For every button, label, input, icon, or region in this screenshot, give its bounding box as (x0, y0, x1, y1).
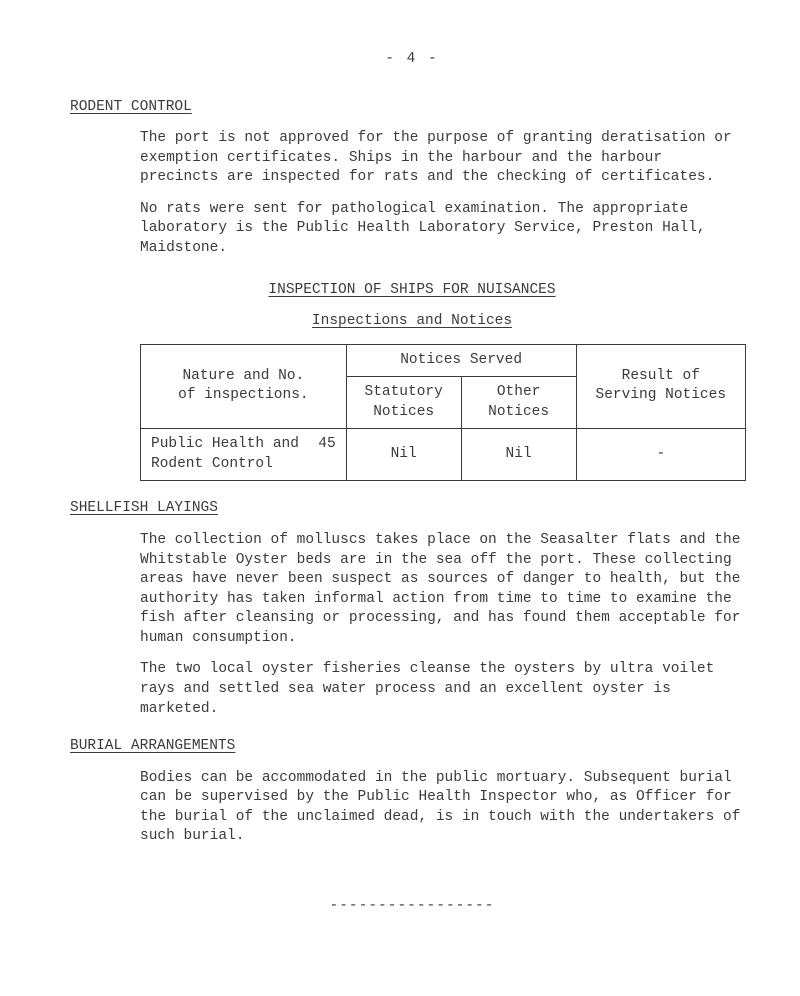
rodent-control-body: The port is not approved for the purpose… (140, 129, 746, 258)
th-nature-text: Nature and No. of inspections. (178, 368, 309, 404)
page-number: - 4 - (70, 50, 754, 70)
th-statutory: Statutory Notices (346, 377, 461, 429)
th-other-text: Other Notices (488, 384, 549, 420)
heading-inspection-ships: INSPECTION OF SHIPS FOR NUISANCES (70, 281, 754, 301)
shellfish-p1: The collection of molluscs takes place o… (140, 531, 746, 648)
rodent-p1: The port is not approved for the purpose… (140, 129, 746, 188)
td-statutory: Nil (346, 429, 461, 481)
burial-p1: Bodies can be accommodated in the public… (140, 769, 746, 847)
table-row: Public Health and Rodent Control 45 Nil … (141, 429, 746, 481)
shellfish-p2: The two local oyster fisheries cleanse t… (140, 660, 746, 719)
th-result: Result of Serving Notices (576, 344, 745, 429)
th-result-text: Result of Serving Notices (596, 368, 727, 404)
td-count: 45 (318, 435, 335, 455)
shellfish-body: The collection of molluscs takes place o… (140, 531, 746, 719)
heading-shellfish: SHELLFISH LAYINGS (70, 499, 754, 519)
th-nature: Nature and No. of inspections. (141, 344, 347, 429)
td-label-text: Public Health and Rodent Control (151, 435, 299, 474)
th-notices-served: Notices Served (346, 344, 576, 377)
heading-rodent-control: RODENT CONTROL (70, 98, 754, 118)
end-rule: ----------------- (70, 897, 754, 917)
td-label: Public Health and Rodent Control 45 (141, 429, 347, 481)
burial-body: Bodies can be accommodated in the public… (140, 769, 746, 847)
td-result: - (576, 429, 745, 481)
rodent-p2: No rats were sent for pathological exami… (140, 200, 746, 259)
subheading-inspections-notices: Inspections and Notices (70, 312, 754, 332)
th-other: Other Notices (461, 377, 576, 429)
table-header-row-1: Nature and No. of inspections. Notices S… (141, 344, 746, 377)
table-wrapper: Nature and No. of inspections. Notices S… (140, 344, 746, 482)
th-statutory-text: Statutory Notices (365, 384, 443, 420)
td-other: Nil (461, 429, 576, 481)
inspections-table: Nature and No. of inspections. Notices S… (140, 344, 746, 482)
heading-burial: BURIAL ARRANGEMENTS (70, 737, 754, 757)
